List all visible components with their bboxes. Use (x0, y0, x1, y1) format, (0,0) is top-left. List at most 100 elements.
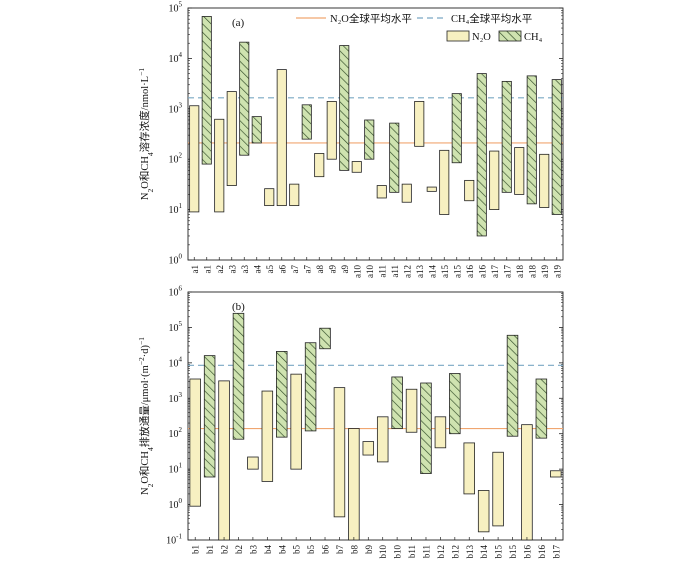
x-tick-label: b3 (248, 545, 258, 555)
x-tick-label: b16 (522, 545, 532, 559)
ch4-range-bar-a4 (251, 116, 262, 144)
ch4-range-bar-a9 (339, 45, 350, 171)
x-tick-label: a7 (302, 265, 312, 274)
n2o-range-bar-b1 (189, 378, 201, 507)
n2o-range-bar-a18 (514, 147, 525, 195)
x-tick-label: b5 (306, 545, 316, 555)
x-tick-label: b6 (321, 545, 331, 555)
ch4-range-bar-b2 (232, 312, 245, 440)
x-tick-label: a10 (352, 265, 362, 278)
x-tick-label: a7 (290, 265, 300, 274)
n2o-range-bar-a9 (326, 101, 337, 160)
n2o-range-bar-b16 (521, 424, 533, 541)
x-tick-label: a14 (427, 265, 437, 278)
x-tick-label: b11 (421, 545, 431, 558)
n2o-range-bar-b13 (463, 442, 475, 495)
x-tick-label: a6 (277, 265, 287, 274)
x-tick-label: a16 (465, 265, 475, 278)
n2o-range-bar-a7 (289, 183, 300, 207)
n2o-range-bar-a11 (376, 185, 387, 199)
y-tick-label: 101 (169, 202, 183, 216)
n2o-range-bar-b9 (362, 441, 375, 456)
x-tick-label: b13 (465, 545, 475, 559)
x-tick-label: a9 (340, 265, 350, 274)
y-tick-label: 100 (169, 253, 183, 267)
plot-frame (187, 7, 564, 261)
x-tick-label: a4 (252, 265, 262, 274)
x-tick-label: b10 (378, 545, 388, 559)
x-tick-label: b12 (436, 545, 446, 559)
x-tick-label: a8 (315, 265, 325, 274)
n2o-range-bar-a12 (401, 183, 412, 203)
n2o-range-bar-b14 (477, 490, 490, 533)
plot-frame (187, 291, 564, 541)
n2o-range-bar-b12 (434, 416, 447, 449)
n2o-range-bar-a8 (314, 153, 325, 178)
ch4-range-bar-a3 (239, 41, 250, 156)
legend-ch4-swatch (498, 30, 522, 42)
x-tick-label: a2 (215, 265, 225, 274)
ch4-range-bar-a18 (526, 75, 537, 205)
legend: N₂O全球平均水平 CH₄全球平均水平 N₂O CH₄ (296, 12, 543, 43)
x-tick-label: b11 (407, 545, 417, 558)
x-tick-label: a18 (515, 265, 525, 278)
legend-ch4-line-label: CH₄全球平均水平 (451, 12, 532, 25)
x-tick-label: a11 (377, 265, 387, 278)
n2o-range-bar-b2 (218, 380, 230, 541)
x-tick-label: b8 (349, 545, 359, 555)
n2o-range-bar-a15 (439, 149, 450, 215)
x-tick-label: b12 (450, 545, 460, 559)
x-tick-label: a19 (552, 265, 562, 278)
ch4-range-bar-b4 (276, 351, 288, 438)
ch4-range-bar-b10 (391, 376, 403, 429)
x-tick-label: b2 (234, 545, 244, 554)
ch4-range-bar-b1 (203, 355, 216, 478)
x-tick-label: b15 (508, 545, 518, 559)
x-tick-label: b7 (335, 545, 345, 555)
x-tick-label: a1 (190, 265, 200, 274)
n2o-range-bar-a6 (276, 69, 287, 207)
n2o-range-bar-b11 (405, 388, 418, 433)
panel-label: (b) (232, 301, 245, 313)
n2o-range-bar-b4 (261, 390, 274, 482)
n2o-range-bar-a3 (226, 91, 237, 186)
x-tick-label: b1 (191, 545, 201, 554)
ch4-range-bar-b5 (304, 342, 317, 432)
x-tick-label: a16 (477, 265, 487, 278)
x-tick-label: a15 (440, 265, 450, 278)
x-tick-label: b17 (551, 545, 561, 559)
n2o-range-bar-b15 (492, 451, 504, 527)
ch4-range-bar-a15 (451, 93, 462, 164)
x-tick-label: a19 (540, 265, 550, 278)
ch4-range-bar-b12 (449, 373, 461, 435)
ch4-range-bar-b11 (420, 382, 432, 474)
y-tick-label: 101 (169, 462, 183, 476)
y-tick-label: 102 (169, 152, 183, 166)
y-tick-label: 105 (169, 320, 183, 334)
x-tick-label: a17 (502, 265, 512, 278)
x-tick-label: a5 (265, 265, 275, 274)
x-tick-label: b10 (393, 545, 403, 559)
y-tick-label: 106 (169, 285, 183, 299)
ch4-range-bar-a7 (301, 104, 312, 140)
n2o-range-bar-a16 (464, 179, 475, 202)
ch4-range-bar-a19 (551, 79, 562, 215)
y-tick-label: 10-1 (166, 533, 182, 547)
x-tick-label: b9 (364, 545, 374, 555)
n2o-range-bar-a2 (214, 118, 225, 213)
n2o-range-bar-b5 (290, 373, 302, 470)
ch4-range-bar-a10 (364, 119, 375, 160)
x-tick-label: a3 (240, 265, 250, 274)
ch4-range-bar-a11 (389, 122, 400, 193)
x-tick-label: b1 (205, 545, 215, 554)
x-tick-label: b4 (263, 545, 273, 555)
x-tick-label: a1 (202, 265, 212, 274)
x-tick-label: b2 (220, 545, 230, 554)
x-tick-label: a3 (227, 265, 237, 274)
ch4-range-bar-b16 (535, 378, 548, 439)
y-tick-label: 103 (169, 101, 183, 115)
x-tick-label: a9 (327, 265, 337, 274)
ch4-range-bar-a16 (476, 73, 487, 237)
x-tick-label: b14 (479, 545, 489, 559)
